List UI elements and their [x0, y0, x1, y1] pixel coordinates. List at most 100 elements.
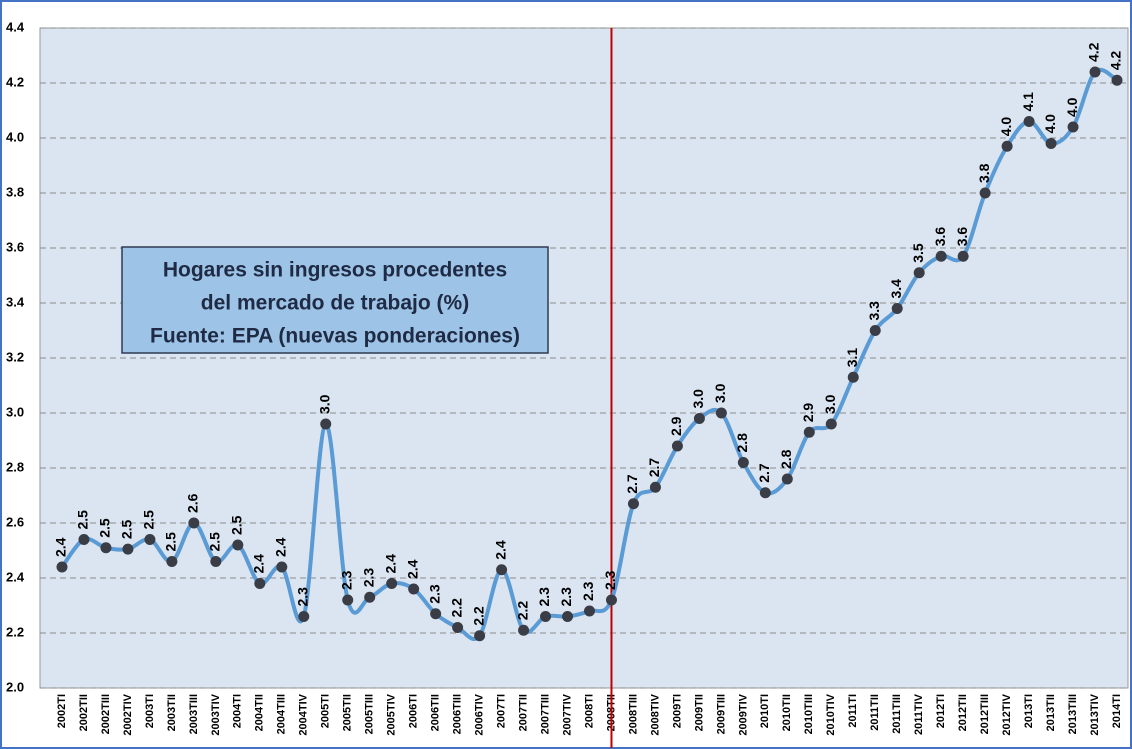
data-point — [1067, 121, 1079, 133]
chart-title: del mercado de trabajo (%) — [201, 292, 469, 315]
data-point — [56, 561, 68, 573]
y-tick-label: 2.2 — [6, 624, 24, 639]
data-label: 2.9 — [668, 416, 684, 436]
x-tick-label: 2009TIV — [737, 693, 749, 735]
data-point — [693, 413, 705, 424]
x-tick-label: 2008TIV — [649, 693, 661, 735]
data-label: 2.2 — [470, 606, 486, 626]
x-tick-label: 2002TIII — [100, 694, 112, 734]
x-tick-label: 2010TIV — [825, 693, 837, 735]
data-label: 4.2 — [1108, 51, 1124, 71]
chart-title: Fuente: EPA (nuevas ponderaciones) — [150, 325, 520, 348]
data-point — [825, 418, 837, 430]
data-point — [540, 611, 552, 622]
data-label: 2.6 — [185, 493, 201, 513]
x-tick-label: 2006TII — [430, 694, 442, 731]
x-tick-label: 2007TIV — [561, 693, 573, 735]
x-tick-label: 2003TII — [166, 694, 178, 731]
data-point — [276, 561, 288, 573]
data-label: 2.3 — [580, 581, 596, 601]
data-point — [1045, 138, 1057, 149]
data-point — [386, 578, 398, 589]
y-tick-label: 3.4 — [6, 294, 25, 309]
y-tick-label: 2.4 — [6, 569, 25, 584]
title-box — [121, 246, 549, 354]
x-tick-label: 2008TIII — [627, 694, 639, 734]
data-point — [803, 426, 815, 438]
data-point — [166, 556, 178, 567]
data-point — [562, 611, 574, 622]
data-point — [935, 250, 947, 262]
data-label: 2.3 — [602, 570, 618, 590]
data-label: 2.4 — [53, 537, 69, 557]
x-tick-label: 2004TIII — [276, 694, 288, 734]
x-tick-label: 2012TIII — [979, 694, 991, 734]
x-tick-label: 2012TI — [935, 694, 947, 728]
data-point — [210, 556, 222, 567]
x-tick-label: 2002TIV — [122, 693, 134, 735]
data-point — [1111, 74, 1123, 86]
data-point — [254, 578, 266, 589]
data-label: 2.5 — [229, 515, 245, 535]
data-point — [627, 498, 639, 510]
data-label: 3.0 — [822, 394, 838, 414]
x-tick-label: 2003TI — [144, 694, 156, 728]
x-tick-label: 2011TI — [847, 694, 859, 728]
data-label: 3.5 — [910, 243, 926, 263]
data-label: 4.2 — [1086, 42, 1102, 62]
y-tick-label: 4.2 — [6, 74, 24, 89]
x-tick-label: 2010TIII — [803, 694, 815, 734]
data-point — [737, 457, 749, 468]
x-tick-label: 2003TIII — [188, 694, 200, 734]
x-tick-label: 2004TI — [232, 694, 244, 728]
data-label: 2.7 — [756, 463, 772, 483]
data-label: 2.3 — [338, 570, 354, 590]
x-tick-label: 2012TIV — [1001, 693, 1013, 735]
x-tick-label: 2009TIII — [715, 694, 727, 734]
x-tick-label: 2005TIII — [364, 694, 376, 734]
data-point — [605, 594, 617, 606]
data-point — [979, 187, 991, 199]
data-label: 2.2 — [448, 598, 464, 618]
data-point — [496, 564, 508, 576]
x-tick-label: 2010TII — [781, 694, 793, 731]
data-point — [430, 608, 442, 620]
x-tick-label: 2005TI — [320, 694, 332, 728]
y-tick-label: 4.4 — [6, 19, 25, 34]
data-point — [452, 622, 464, 633]
data-label: 3.8 — [976, 163, 992, 183]
data-point — [364, 591, 376, 603]
data-point — [144, 534, 156, 545]
x-tick-label: 2003TIV — [210, 693, 222, 735]
data-label: 2.4 — [251, 554, 267, 574]
data-label: 2.8 — [778, 449, 794, 469]
data-label: 3.0 — [316, 394, 332, 414]
data-point — [847, 371, 859, 383]
data-label: 3.3 — [866, 301, 882, 321]
x-tick-label: 2006TIII — [452, 694, 464, 734]
data-point — [188, 517, 200, 529]
x-tick-label: 2002TII — [78, 694, 90, 731]
data-label: 4.0 — [1042, 114, 1058, 134]
data-label: 3.6 — [932, 227, 948, 247]
data-point — [715, 407, 727, 419]
data-label: 2.4 — [382, 554, 398, 574]
data-label: 2.3 — [426, 584, 442, 604]
y-tick-label: 3.2 — [6, 349, 24, 364]
data-label: 2.2 — [514, 601, 530, 621]
data-point — [232, 539, 244, 551]
x-tick-label: 2013TIV — [1089, 693, 1101, 735]
y-tick-label: 2.6 — [6, 514, 24, 529]
x-tick-label: 2012TII — [957, 694, 969, 731]
data-point — [671, 440, 683, 452]
y-tick-label: 2.8 — [6, 459, 24, 474]
x-tick-label: 2002TI — [56, 694, 68, 728]
x-tick-label: 2005TIV — [386, 693, 398, 735]
data-label: 2.5 — [75, 510, 91, 530]
data-label: 3.1 — [844, 348, 860, 368]
data-point — [342, 594, 354, 606]
x-tick-label: 2013TIII — [1067, 694, 1079, 734]
data-point — [408, 583, 420, 595]
data-point — [1001, 140, 1013, 152]
data-label: 4.1 — [1020, 92, 1036, 112]
